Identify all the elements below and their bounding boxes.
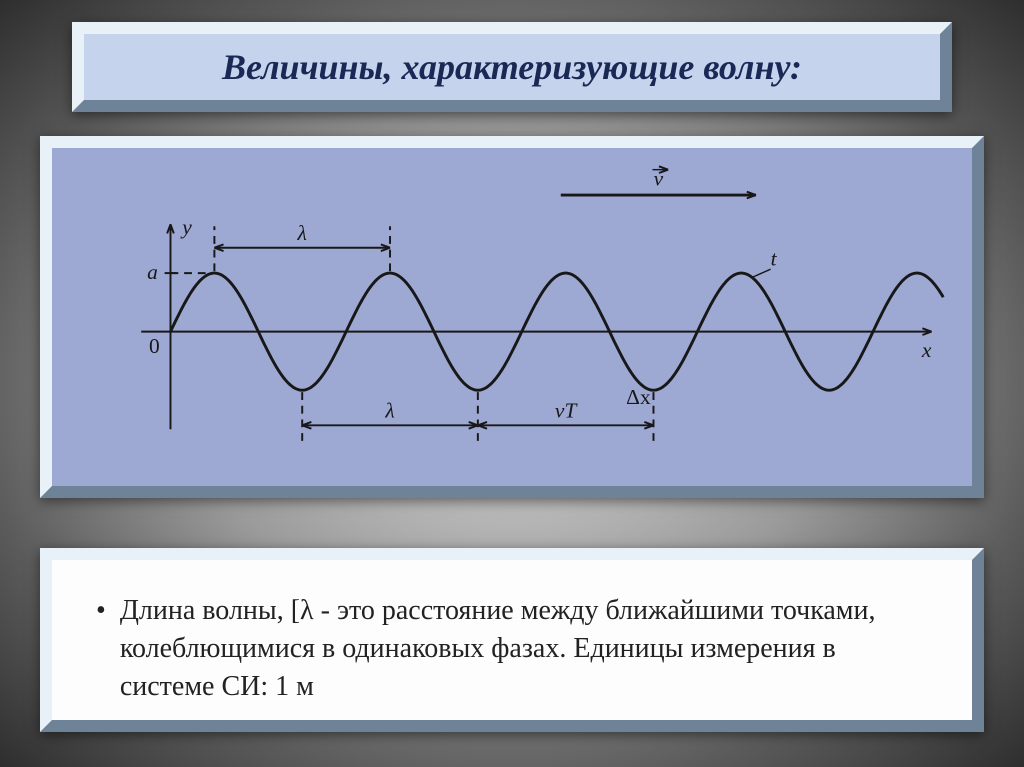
svg-text:Δx: Δx: [626, 385, 651, 409]
svg-text:a: a: [147, 260, 158, 284]
wave-diagram-svg: yx0a vtλλvTΔx: [60, 156, 964, 478]
slide-title: Величины, характеризующие волну:: [222, 46, 802, 88]
title-panel: Величины, характеризующие волну:: [72, 22, 952, 112]
description-text: Длина волны, [λ - это расстояние между б…: [120, 592, 928, 705]
svg-text:y: y: [180, 215, 192, 239]
svg-text:t: t: [771, 246, 778, 270]
svg-text:x: x: [921, 338, 932, 362]
svg-text:vT: vT: [555, 399, 579, 423]
desc-pre: Длина волны, [: [120, 595, 300, 626]
svg-text:λ: λ: [384, 399, 394, 423]
desc-lambda: λ: [300, 595, 314, 626]
description-panel: • Длина волны, [λ - это расстояние между…: [40, 548, 984, 732]
svg-text:λ: λ: [297, 221, 307, 245]
wave-diagram-panel: yx0a vtλλvTΔx: [40, 136, 984, 498]
annotations: vtλλvTΔx: [170, 166, 777, 445]
svg-text:0: 0: [149, 334, 160, 358]
bullet: •: [96, 592, 106, 630]
